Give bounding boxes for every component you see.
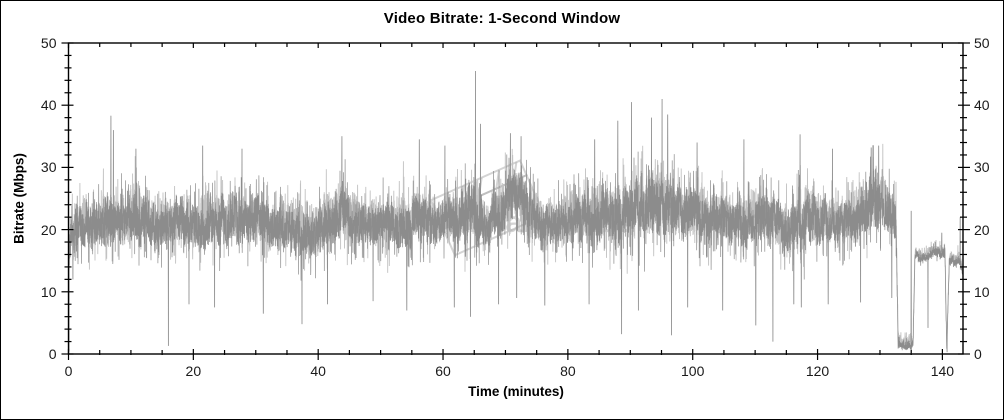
y-tick-label-left: 50 <box>40 35 57 51</box>
y-tick-label-left: 30 <box>40 159 57 176</box>
y-tick-label-right: 10 <box>974 283 990 300</box>
x-axis-title: Time (minutes) <box>468 384 564 399</box>
axis-ticks <box>61 42 970 360</box>
x-tick-label: 120 <box>805 363 830 379</box>
x-tick-label: 100 <box>681 363 705 379</box>
x-tick-label: 20 <box>185 363 202 379</box>
y-tick-label-left: 20 <box>40 221 57 238</box>
y-tick-label-right: 20 <box>974 221 990 238</box>
y-tick-label-left: 0 <box>48 346 57 362</box>
y-tick-label-right: 50 <box>974 35 990 51</box>
bitrate-trace <box>68 70 964 353</box>
y-tick-label-right: 40 <box>974 97 990 114</box>
x-tick-label: 140 <box>930 363 955 379</box>
y-tick-label-left: 10 <box>40 283 57 300</box>
y-tick-label-right: 0 <box>974 346 982 362</box>
chart-title: Video Bitrate: 1-Second Window <box>383 10 621 27</box>
x-tick-label: 0 <box>64 363 73 379</box>
x-tick-label: 80 <box>560 363 576 379</box>
y-tick-label-right: 30 <box>974 159 990 176</box>
y-tick-label-left: 40 <box>40 97 57 114</box>
x-tick-label: 60 <box>435 363 451 379</box>
plot-frame <box>67 42 964 355</box>
x-tick-label: 40 <box>310 363 326 379</box>
